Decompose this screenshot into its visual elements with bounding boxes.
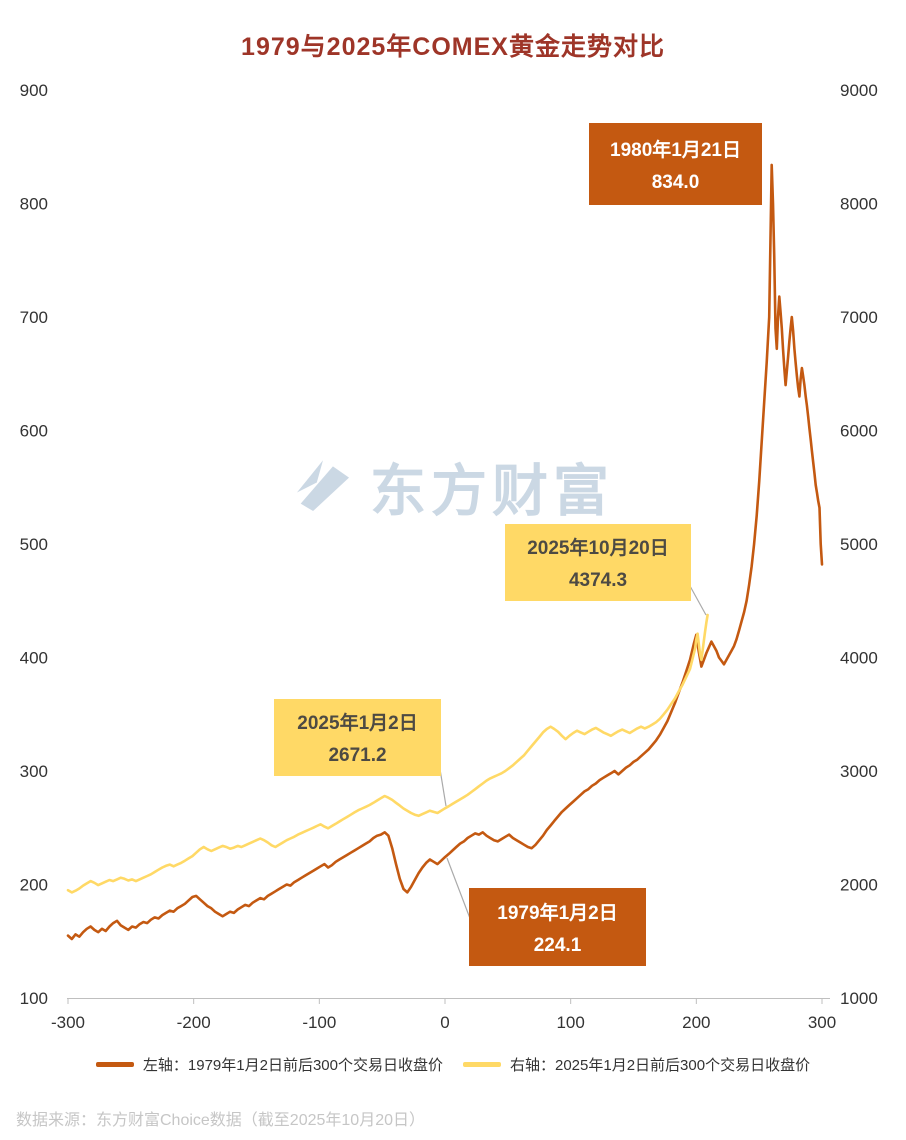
annotation-value: 224.1 — [533, 934, 582, 956]
legend-label-1979: 左轴：1979年1月2日前后300个交易日收盘价 — [142, 1057, 443, 1074]
x-tick-label: 200 — [682, 1013, 710, 1032]
x-tick-label: 300 — [808, 1013, 836, 1032]
legend-label-2025: 右轴：2025年1月2日前后300个交易日收盘价 — [510, 1057, 811, 1074]
left-axis-tick-label: 300 — [20, 762, 48, 781]
annotation-2025-jan: 2025年1月2日 2671.2 — [274, 699, 441, 776]
connector-1979 — [446, 857, 472, 922]
right-axis-tick-label: 3000 — [840, 762, 878, 781]
x-tick-label: -200 — [177, 1013, 211, 1032]
annotation-value: 4374.3 — [568, 570, 628, 591]
annotation-date: 2025年10月20日 — [527, 538, 669, 559]
annotation-date: 1980年1月21日 — [610, 139, 741, 161]
annotation-1979-start: 1979年1月2日 224.1 — [469, 888, 646, 966]
data-source-note: 数据来源：东方财富Choice数据（截至2025年10月20日） — [16, 1112, 425, 1129]
legend-swatch-1979 — [95, 1062, 134, 1067]
left-axis-tick-label: 800 — [20, 195, 48, 214]
series-line-2025 — [66, 613, 709, 894]
legend-item-1979: 左轴：1979年1月2日前后300个交易日收盘价 — [95, 1054, 443, 1075]
connector-2025oct — [689, 585, 707, 616]
chart-title: 1979与2025年COMEX黄金走势对比 — [241, 33, 665, 61]
right-axis-tick-label: 8000 — [840, 195, 878, 214]
annotation-1980-peak: 1980年1月21日 834.0 — [589, 123, 762, 205]
right-axis-tick-label: 5000 — [840, 535, 878, 554]
left-axis-tick-label: 600 — [20, 422, 48, 441]
annotation-date: 1979年1月2日 — [497, 902, 618, 924]
left-axis-tick-label: 100 — [20, 989, 48, 1008]
x-tick-label: -100 — [302, 1013, 336, 1032]
legend: 左轴：1979年1月2日前后300个交易日收盘价 右轴：2025年1月2日前后3… — [0, 1054, 906, 1075]
x-tick-label: -300 — [51, 1013, 85, 1032]
right-axis-tick-label: 9000 — [840, 81, 878, 100]
right-axis-tick-label: 6000 — [840, 422, 878, 441]
right-axis-tick-label: 2000 — [840, 876, 878, 895]
left-axis-tick-label: 500 — [20, 535, 48, 554]
annotation-connectors — [438, 585, 707, 922]
annotation-date: 2025年1月2日 — [297, 713, 418, 734]
left-axis-tick-label: 700 — [20, 308, 48, 327]
right-axis-tick-label: 1000 — [840, 989, 878, 1008]
annotation-2025-oct: 2025年10月20日 4374.3 — [505, 524, 691, 601]
series-line-1979 — [66, 163, 824, 941]
left-axis-tick-label: 200 — [20, 876, 48, 895]
annotation-value: 2671.2 — [328, 745, 387, 766]
right-axis-tick-label: 4000 — [840, 649, 878, 668]
left-axis-tick-label: 400 — [20, 649, 48, 668]
right-axis-tick-label: 7000 — [840, 308, 878, 327]
plot-layer: -300 -200 -100 0 100 200 300 100 200 300 400 500 600… — [20, 81, 878, 1032]
annotation-value: 834.0 — [651, 171, 700, 193]
x-tick-label: 100 — [556, 1013, 584, 1032]
legend-swatch-2025 — [463, 1062, 501, 1067]
left-axis-tick-label: 900 — [20, 81, 48, 100]
legend-item-2025: 右轴：2025年1月2日前后300个交易日收盘价 — [463, 1054, 810, 1075]
x-tick-label: 0 — [440, 1013, 449, 1032]
